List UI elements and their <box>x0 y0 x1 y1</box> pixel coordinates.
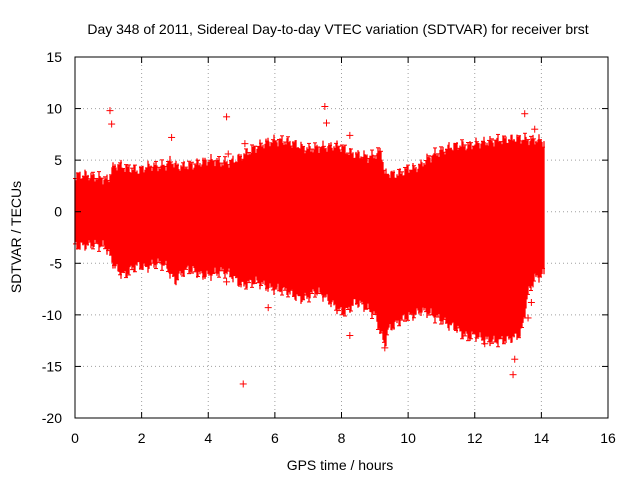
y-axis-label: SDTVAR / TECUs <box>8 181 24 293</box>
x-tick-label: 12 <box>467 430 483 446</box>
x-tick-label: 8 <box>338 430 346 446</box>
x-tick-label: 4 <box>204 430 212 446</box>
x-tick-label: 16 <box>600 430 616 446</box>
y-tick-label: 0 <box>54 204 62 220</box>
x-tick-label: 0 <box>71 430 79 446</box>
y-tick-label: 5 <box>54 152 62 168</box>
y-tick-label: -10 <box>42 307 62 323</box>
y-tick-label: -15 <box>42 358 62 374</box>
chart-title: Day 348 of 2011, Sidereal Day-to-day VTE… <box>87 21 588 37</box>
y-tick-label: -5 <box>50 255 63 271</box>
x-tick-label: 14 <box>534 430 550 446</box>
x-axis-label: GPS time / hours <box>287 457 394 473</box>
x-tick-label: 6 <box>271 430 279 446</box>
x-tick-label: 10 <box>400 430 416 446</box>
data-series <box>73 103 545 388</box>
y-tick-label: -20 <box>42 410 62 426</box>
y-tick-label: 10 <box>46 101 62 117</box>
x-tick-label: 2 <box>138 430 146 446</box>
axes: 0 2 4 6 8 10 12 14 16 -20 -15 -10 -5 0 5 10 15 <box>42 49 616 446</box>
y-tick-label: 15 <box>46 49 62 65</box>
